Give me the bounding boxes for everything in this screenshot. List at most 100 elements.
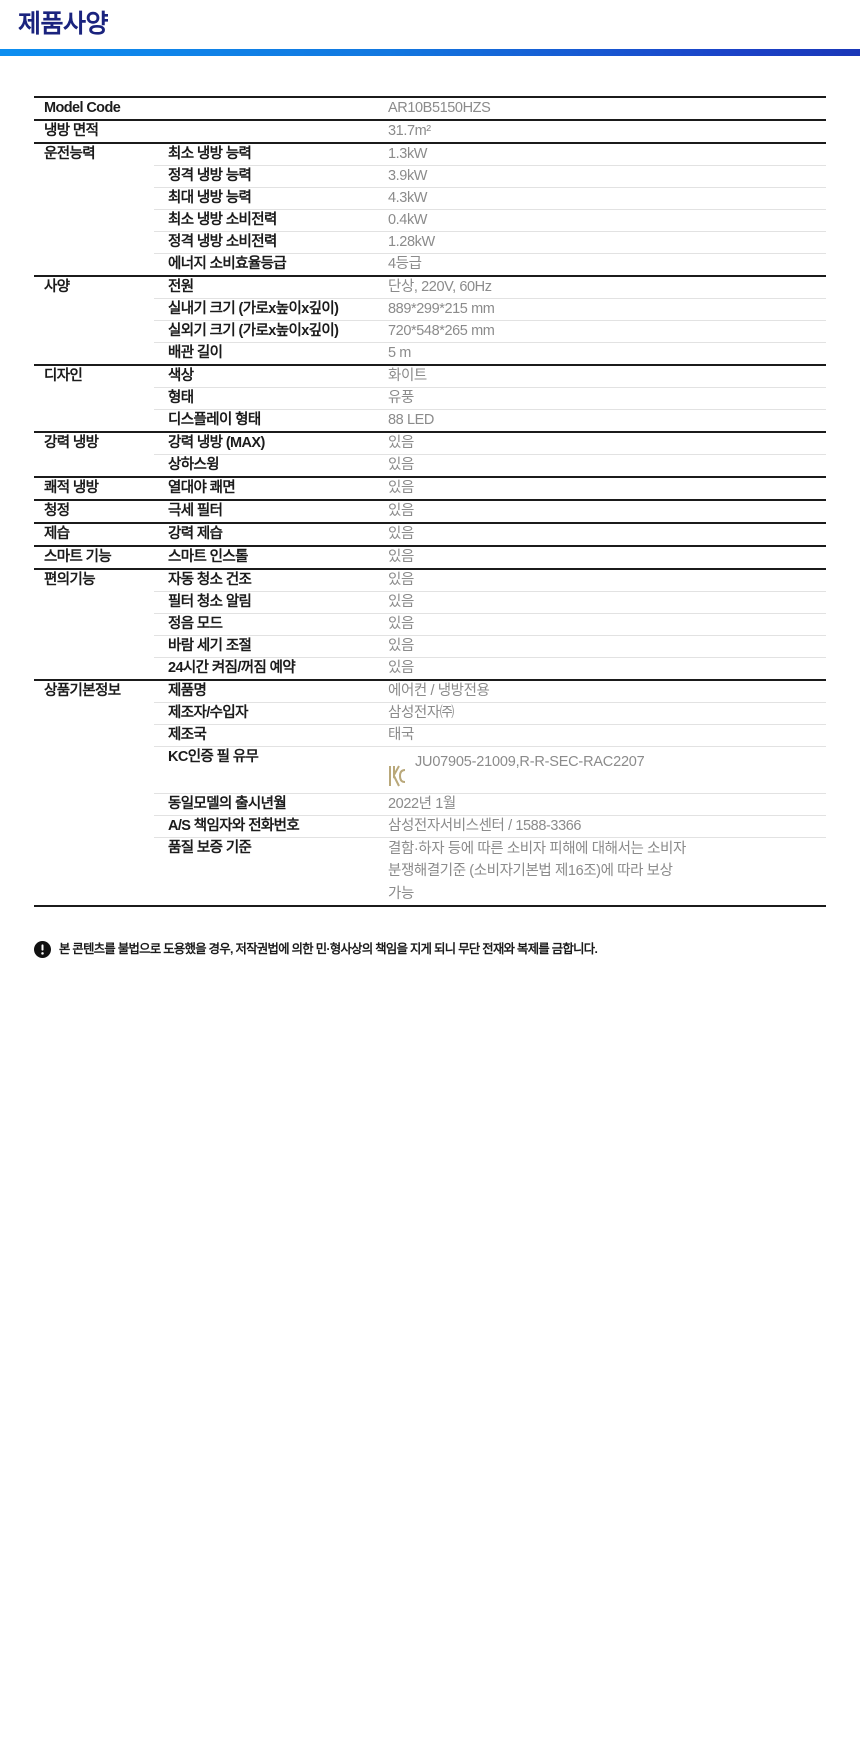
spec-group-label: 디자인 <box>34 363 154 432</box>
spec-item-value: 4.3kW <box>384 186 826 210</box>
spec-item-value: 3.9kW <box>384 164 826 188</box>
kc-certification-icon <box>388 765 407 787</box>
spec-item-label: 필터 청소 알림 <box>154 590 384 614</box>
kc-certification-value: JU07905-21009,R-R-SEC-RAC2207 <box>388 751 822 787</box>
spec-group-label: 쾌적 냉방 <box>34 475 154 500</box>
spec-item-label: 상하스윙 <box>154 453 384 477</box>
spec-item-label: 극세 필터 <box>154 498 384 523</box>
table-row: 24시간 켜짐/꺼짐 예약 있음 <box>34 656 826 680</box>
spec-item-value: 0.4kW <box>384 208 826 232</box>
spec-item-value: 있음 <box>384 612 826 636</box>
table-row: 제습 강력 제습 있음 <box>34 521 826 546</box>
spec-item-value: 5 m <box>384 341 826 365</box>
spec-item-label: 실내기 크기 (가로x높이x깊이) <box>154 297 384 321</box>
spec-item-value: 31.7m² <box>384 118 826 143</box>
kc-certification-number: JU07905-21009,R-R-SEC-RAC2207 <box>415 753 645 770</box>
spec-group-label: 스마트 기능 <box>34 544 154 569</box>
spec-item-value: 있음 <box>384 475 826 500</box>
spec-item-value: 있음 <box>384 498 826 523</box>
table-row: Model Code AR10B5150HZS <box>34 95 826 120</box>
spec-group-label: Model Code <box>34 95 154 120</box>
table-row: 필터 청소 알림 있음 <box>34 590 826 614</box>
spec-item-value: 태국 <box>384 723 826 747</box>
spec-item-label: 강력 냉방 (MAX) <box>154 430 384 455</box>
spec-item-value: 있음 <box>384 656 826 680</box>
spec-item-label: 24시간 켜짐/꺼짐 예약 <box>154 656 384 680</box>
spec-item-label-empty <box>154 118 384 143</box>
spec-group-label: 냉방 면적 <box>34 118 154 143</box>
table-row: 상하스윙 있음 <box>34 453 826 477</box>
spec-item-label: 형태 <box>154 386 384 410</box>
table-bottom-border <box>34 905 826 909</box>
table-row: 제조국 태국 <box>34 723 826 747</box>
spec-item-value: 1.3kW <box>384 141 826 166</box>
spec-item-label: KC인증 필 유무 <box>154 745 384 794</box>
spec-item-label: 배관 길이 <box>154 341 384 365</box>
table-row: 형태 유풍 <box>34 386 826 410</box>
spec-item-label: 자동 청소 건조 <box>154 567 384 592</box>
page-header: 제품사양 <box>0 0 860 41</box>
spec-item-value: 삼성전자㈜ <box>384 701 826 725</box>
spec-item-value: 있음 <box>384 590 826 614</box>
warranty-policy-text: 결함·하자 등에 따른 소비자 피해에 대해서는 소비자분쟁해결기준 (소비자기… <box>388 840 686 902</box>
spec-item-label: 에너지 소비효율등급 <box>154 252 384 276</box>
spec-item-value: 있음 <box>384 567 826 592</box>
spec-item-label: A/S 책임자와 전화번호 <box>154 814 384 838</box>
copyright-notice-text: 본 콘텐츠를 불법으로 도용했을 경우, 저작권법에 의한 민·형사상의 책임을… <box>59 942 598 957</box>
spec-item-value: 삼성전자서비스센터 / 1588-3366 <box>384 814 826 838</box>
spec-item-label: 최대 냉방 능력 <box>154 186 384 210</box>
table-row: 청정 극세 필터 있음 <box>34 498 826 523</box>
table-row: 상품기본정보 제품명 에어컨 / 냉방전용 <box>34 678 826 907</box>
table-row: 편의기능 자동 청소 건조 있음 <box>34 567 826 680</box>
exclamation-circle-icon <box>34 941 51 959</box>
spec-item-value: 있음 <box>384 521 826 546</box>
spec-item-label-empty <box>154 95 384 120</box>
spec-item-value: 에어컨 / 냉방전용 <box>384 678 826 703</box>
table-row: 강력 냉방 강력 냉방 (MAX) 있음 <box>34 430 826 477</box>
table-row: 배관 길이 5 m <box>34 341 826 365</box>
spec-item-label: 최소 냉방 능력 <box>154 141 384 166</box>
spec-item-label: 실외기 크기 (가로x높이x깊이) <box>154 319 384 343</box>
spec-group-label: 상품기본정보 <box>34 678 154 907</box>
table-bottom-border-cell <box>34 905 826 909</box>
spec-item-value: 2022년 1월 <box>384 792 826 816</box>
spec-item-label: 정음 모드 <box>154 612 384 636</box>
table-row: 사양 전원 단상, 220V, 60Hz <box>34 274 826 365</box>
spec-group-label: 편의기능 <box>34 567 154 680</box>
table-row: 제조자/수입자 삼성전자㈜ <box>34 701 826 725</box>
spec-item-label: 제조자/수입자 <box>154 701 384 725</box>
product-spec-table: Model Code AR10B5150HZS 냉방 면적 31.7m² 운전능력 최소 … <box>34 95 826 909</box>
spec-item-value: AR10B5150HZS <box>384 95 826 120</box>
spec-item-label: 바람 세기 조절 <box>154 634 384 658</box>
spec-item-label: 정격 냉방 소비전력 <box>154 230 384 254</box>
spec-item-label: 색상 <box>154 363 384 388</box>
table-row: 동일모델의 출시년월 2022년 1월 <box>34 792 826 816</box>
spec-item-value: 1.28kW <box>384 230 826 254</box>
spec-item-label: 정격 냉방 능력 <box>154 164 384 188</box>
table-row: 쾌적 냉방 열대야 쾌면 있음 <box>34 475 826 500</box>
table-row: 정격 냉방 소비전력 1.28kW <box>34 230 826 254</box>
page-title: 제품사양 <box>18 10 109 38</box>
table-row: 정격 냉방 능력 3.9kW <box>34 164 826 188</box>
table-row: 품질 보증 기준 결함·하자 등에 따른 소비자 피해에 대해서는 소비자분쟁해결… <box>34 836 826 907</box>
spec-table-body: Model Code AR10B5150HZS 냉방 면적 31.7m² 운전능력 최소 … <box>34 95 826 909</box>
spec-item-value: 있음 <box>384 453 826 477</box>
spec-item-value: 88 LED <box>384 408 826 432</box>
table-row: 에너지 소비효율등급 4등급 <box>34 252 826 276</box>
spec-item-value: JU07905-21009,R-R-SEC-RAC2207 <box>384 745 826 794</box>
spec-item-label: 열대야 쾌면 <box>154 475 384 500</box>
spec-item-label: 동일모델의 출시년월 <box>154 792 384 816</box>
spec-item-value: 화이트 <box>384 363 826 388</box>
table-row: 실내기 크기 (가로x높이x깊이) 889*299*215 mm <box>34 297 826 321</box>
spec-group-label: 운전능력 <box>34 141 154 276</box>
spec-item-label: 제품명 <box>154 678 384 703</box>
spec-item-value: 889*299*215 mm <box>384 297 826 321</box>
table-row: KC인증 필 유무 JU07905-21009,R-R-SEC-RAC2207 <box>34 745 826 794</box>
spec-item-value: 유풍 <box>384 386 826 410</box>
spec-item-value: 있음 <box>384 430 826 455</box>
table-row: 냉방 면적 31.7m² <box>34 118 826 143</box>
table-row: 정음 모드 있음 <box>34 612 826 636</box>
table-row: 디자인 색상 화이트 <box>34 363 826 432</box>
table-row: 최소 냉방 소비전력 0.4kW <box>34 208 826 232</box>
spec-group-label: 강력 냉방 <box>34 430 154 477</box>
